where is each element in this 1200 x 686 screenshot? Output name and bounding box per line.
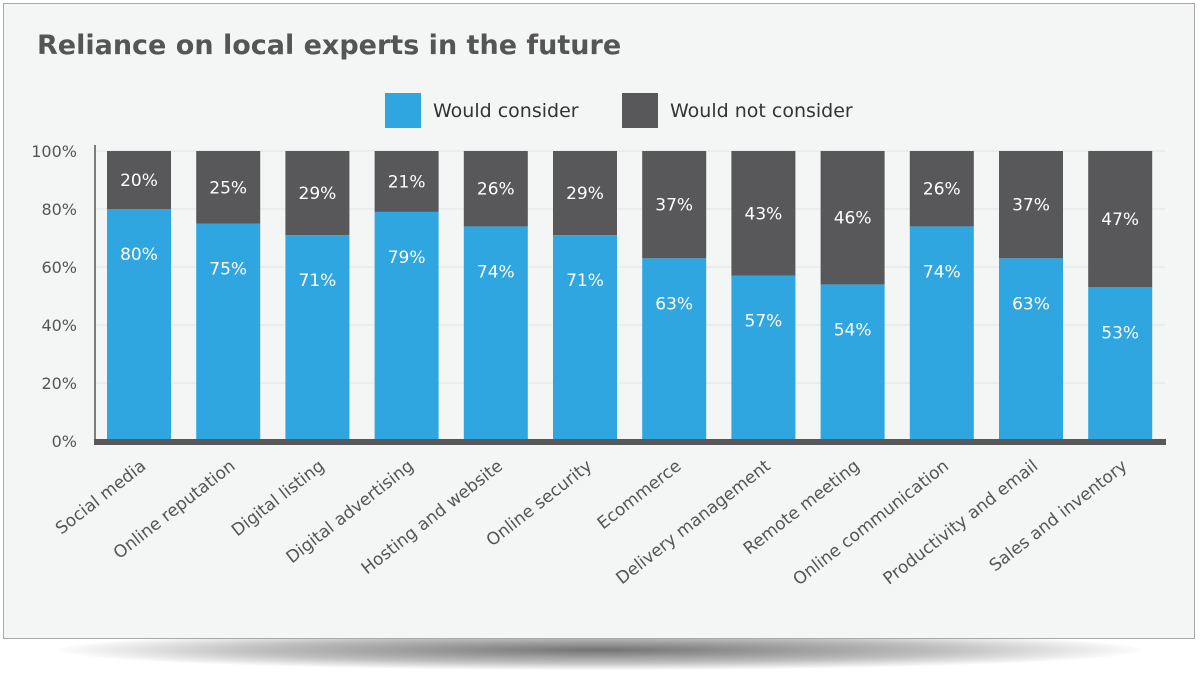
- bar-group: 46% 54%: [820, 151, 885, 441]
- data-label: 46%: [834, 209, 872, 229]
- data-label: 29%: [566, 184, 604, 204]
- bar-group: 47% 53%: [1088, 151, 1153, 441]
- bar-would-not-consider: [107, 151, 171, 209]
- legend-label-would-not-consider: Would not consider: [670, 100, 853, 122]
- bar-would-consider: [731, 275, 796, 441]
- bar-group: 21% 79%: [374, 151, 439, 441]
- y-tick-label: 100%: [31, 142, 77, 161]
- bar-group: 37% 63%: [999, 151, 1063, 441]
- data-label: 74%: [477, 262, 515, 282]
- bar-would-consider: [107, 209, 171, 441]
- y-tick-label: 20%: [41, 374, 77, 393]
- bar-would-consider: [642, 258, 707, 441]
- legend-swatch-would-not-consider: [622, 93, 658, 128]
- bar-would-consider: [999, 258, 1063, 441]
- bar-would-not-consider: [374, 151, 439, 212]
- bar-group: 29% 71%: [285, 151, 350, 441]
- x-tick-label: Productivity and email: [880, 456, 1042, 589]
- x-tick-label: Ecommerce: [594, 456, 686, 534]
- x-tick-label: Online communication: [789, 456, 952, 590]
- data-label: 26%: [477, 180, 515, 200]
- data-label: 57%: [745, 312, 783, 332]
- gridlines: [95, 150, 1165, 384]
- bar-group: 26% 74%: [909, 151, 974, 441]
- legend: Would consider Would not consider: [385, 93, 853, 128]
- data-label: 79%: [388, 248, 426, 268]
- bar-would-not-consider: [642, 151, 707, 259]
- legend-swatch-would-consider: [385, 93, 421, 128]
- data-label: 71%: [566, 271, 604, 291]
- data-label: 21%: [388, 172, 426, 192]
- bar-would-not-consider: [731, 151, 796, 276]
- y-tick-label: 80%: [41, 200, 77, 219]
- bar-group: 43% 57%: [731, 151, 796, 441]
- legend-label-would-consider: Would consider: [433, 100, 579, 122]
- bar-would-consider: [820, 284, 885, 441]
- bar-would-not-consider: [909, 151, 974, 227]
- bar-group: 26% 74%: [463, 151, 528, 441]
- bar-would-consider: [374, 211, 439, 441]
- bar-would-consider: [1088, 287, 1153, 441]
- data-label: 26%: [923, 180, 961, 200]
- data-label: 29%: [299, 184, 337, 204]
- bar-would-consider: [196, 223, 261, 441]
- y-tick-label: 60%: [41, 258, 77, 277]
- y-tick-label: 0%: [52, 432, 77, 451]
- bar-would-not-consider: [463, 151, 528, 227]
- data-label: 63%: [1012, 294, 1050, 314]
- data-label: 47%: [1101, 210, 1139, 230]
- data-label: 37%: [655, 196, 693, 216]
- bar-would-not-consider: [196, 151, 261, 224]
- x-axis-line: [94, 439, 1166, 445]
- bar-would-consider: [553, 235, 617, 441]
- chart-title: Reliance on local experts in the future: [37, 30, 621, 61]
- data-label: 75%: [209, 260, 247, 280]
- data-label: 43%: [745, 204, 783, 224]
- data-label: 74%: [923, 262, 961, 282]
- data-label: 80%: [120, 245, 158, 265]
- data-label: 20%: [120, 171, 158, 191]
- bar-group: 25% 75%: [196, 151, 261, 441]
- bar-group: 37% 63%: [642, 151, 707, 441]
- bar-would-not-consider: [1088, 151, 1153, 288]
- data-label: 37%: [1012, 196, 1050, 216]
- bar-would-not-consider: [285, 151, 350, 236]
- y-axis-ticks: 0% 20% 40% 60% 80% 100%: [31, 142, 77, 451]
- bar-would-not-consider: [820, 151, 885, 285]
- data-label: 54%: [834, 320, 872, 340]
- data-label: 25%: [209, 178, 247, 198]
- y-tick-label: 40%: [41, 316, 77, 335]
- data-label: 71%: [299, 271, 337, 291]
- bar-would-consider: [463, 226, 528, 441]
- data-label: 53%: [1101, 323, 1139, 343]
- bar-would-consider: [285, 235, 350, 441]
- bar-would-consider: [909, 226, 974, 441]
- x-tick-label: Hosting and website: [358, 456, 507, 579]
- bar-would-not-consider: [553, 151, 617, 236]
- bar-group: 20% 80%: [107, 151, 171, 441]
- bars: 20% 80% 25% 75% 29% 71% 21% 79% 26% 74% 29% 71% 37% 6…: [107, 151, 1153, 441]
- bar-would-not-consider: [999, 151, 1063, 259]
- bar-group: 29% 71%: [553, 151, 617, 441]
- x-tick-label: Delivery management: [613, 456, 775, 589]
- data-label: 63%: [655, 294, 693, 314]
